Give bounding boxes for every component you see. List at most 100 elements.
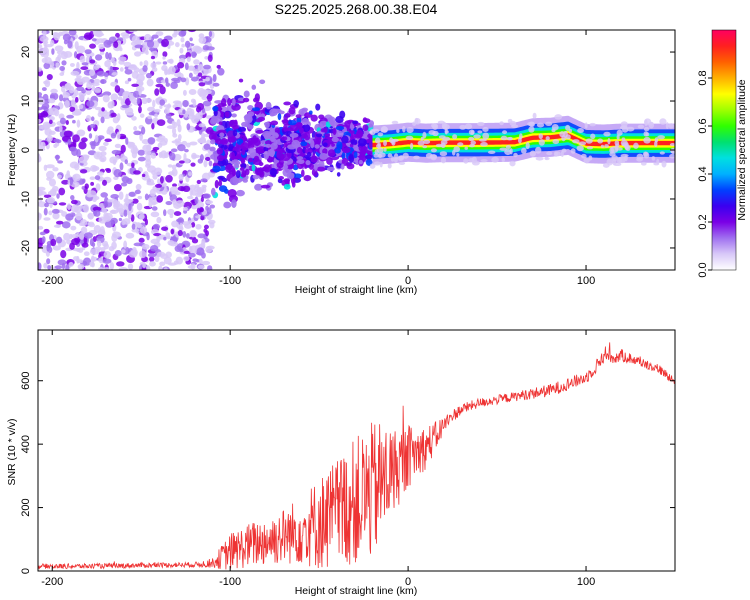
spectrogram-noise-blob [62,33,72,42]
spectrogram-noise-blob [52,212,60,220]
spectrogram-signal-blob [244,114,253,124]
spectrogram-signal-blob [356,129,364,138]
spectrogram-noise-blob [67,139,72,145]
spectrogram-noise-blob [191,154,201,159]
spectrogram-noise-blob [133,130,142,136]
spectrogram-noise-blob [190,76,199,82]
spectrogram-noise-blob [79,169,88,174]
spectrogram-noise-blob [76,248,81,253]
spectrogram-halo-blob [444,130,449,134]
spectrogram-noise-blob [139,113,145,118]
spectrogram-noise-blob [67,40,73,49]
spectrogram-noise-blob [54,45,64,52]
spectrogram-halo-blob [369,163,376,169]
spectrogram-noise-blob [139,226,148,234]
spectrogram-noise-blob [169,152,176,161]
spectrogram-halo-blob [429,154,438,159]
spectrogram-noise-blob [186,123,191,131]
spectrogram-noise-blob [185,232,190,239]
spectrogram-halo-blob [480,141,488,147]
spectrogram-noise-blob [172,100,182,105]
spectrogram-noise-blob [73,256,79,261]
spectrogram-noise-blob [102,258,112,264]
spectrogram-noise-blob [184,62,189,71]
spectrogram-signal-blob [259,79,266,85]
spectrogram-halo-blob [387,163,392,169]
spectrogram-noise-blob [64,99,70,109]
spectrogram-signal-blob [320,128,327,133]
spectrogram-noise-blob [146,78,154,87]
spectrogram-noise-blob [59,117,67,125]
spectrogram-halo-blob [626,126,635,132]
spectrogram-noise-blob [159,140,168,146]
spectrogram-noise-blob [52,167,59,172]
spectrogram-signal-blob [322,148,328,155]
spectrogram-noise-blob [44,44,48,53]
spectrogram-halo-blob [428,130,436,135]
spectrogram-halo-blob [409,142,414,150]
spectrogram-noise-blob [83,251,90,256]
spectrogram-noise-blob [46,170,55,179]
spectrogram-noise-blob [138,81,144,86]
spectrogram-noise-blob [44,56,52,64]
spectrogram-signal-blob [341,151,346,160]
spectrogram-noise-blob [150,62,157,69]
spectrogram-signal-blob [358,159,363,165]
spectrogram-noise-blob [183,256,190,262]
spectrogram-signal-blob [281,153,291,162]
spectrogram-noise-blob [59,72,65,77]
spectrogram-noise-blob [94,106,102,111]
spectrogram-noise-blob [78,205,85,209]
spectrogram-halo-blob [487,150,496,154]
spectrogram-noise-blob [90,116,95,122]
spectrogram-noise-blob [196,188,204,196]
spectrogram-noise-blob [63,232,71,241]
spectrogram-noise-blob [191,238,199,244]
spectrogram-noise-blob [54,108,60,117]
colorbar-tick-label: 0.2 [697,214,709,229]
spectrogram-halo-blob [438,135,446,139]
spectrogram-noise-blob [190,98,196,104]
spectrogram-halo-blob [615,143,620,148]
spectrogram-noise-blob [38,67,43,72]
spectrogram-signal-blob [261,166,270,172]
spectrogram-signal-blob [268,148,275,157]
spectrogram-halo-blob [378,152,386,158]
spectrogram-noise-blob [202,193,211,199]
spectrogram-signal-blob [318,114,325,120]
spectrogram-noise-blob [49,94,56,100]
spectrogram-noise-blob [70,195,75,201]
spectrogram-halo-blob [654,140,658,147]
spectrogram-noise-blob [134,189,141,195]
spectrogram-noise-blob [163,256,172,265]
spectrogram-halo-blob [580,153,587,159]
spectrogram-noise-blob [111,149,121,155]
spectrogram-signal-blob [238,78,244,83]
spectrogram-signal-blob [283,183,291,190]
spectrogram-noise-blob [99,226,105,235]
spectrogram-noise-blob [200,240,206,249]
chart-title: S225.2025.268.00.38.E04 [275,1,438,17]
spectrogram-noise-blob [177,76,182,81]
spectrogram-halo-blob [661,160,667,168]
spectrogram-noise-blob [154,88,160,96]
spectrogram-noise-blob [110,100,115,108]
spectrogram-signal-blob [247,157,254,163]
spectrogram-noise-blob [76,61,80,70]
spectrogram-noise-blob [189,141,198,146]
spectrogram-signal-blob [211,187,216,196]
spectrogram-halo-blob [570,148,576,154]
spectrogram-halo-blob [665,122,669,129]
spectrogram-signal-blob [265,101,272,110]
spectrogram-noise-blob [159,85,166,95]
spectrogram-noise-blob [115,154,120,160]
spectrogram-noise-blob [207,265,213,270]
spectrogram-noise-blob [50,238,57,247]
spectrogram-halo-blob [585,138,593,144]
spectrogram-noise-blob [155,83,164,88]
spectrogram-noise-blob [119,162,124,171]
spectrogram-noise-blob [101,107,105,112]
spectrogram-noise-blob [197,264,205,269]
spectrogram-noise-blob [125,232,135,239]
spectrogram-halo-blob [422,145,428,149]
